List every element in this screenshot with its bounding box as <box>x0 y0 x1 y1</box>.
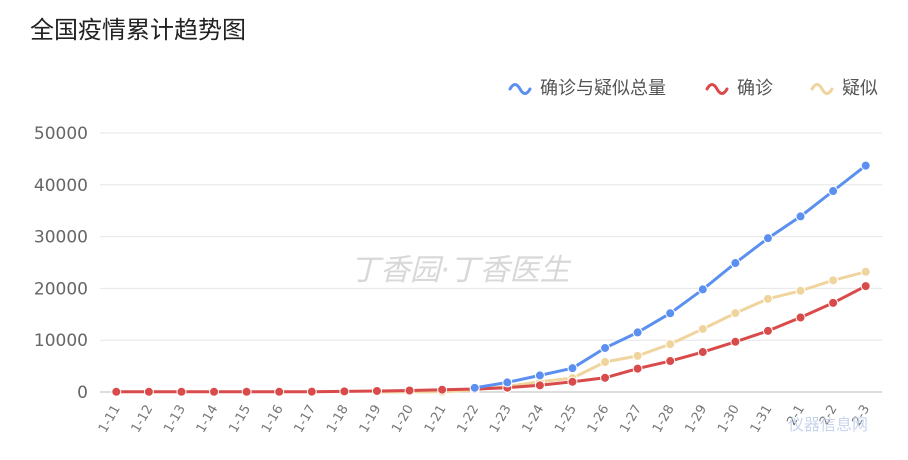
series-line <box>376 270 867 394</box>
y-axis: 0 10000 20000 30000 40000 50000 <box>34 124 88 403</box>
x-tick-label: 1-28 <box>650 403 678 436</box>
data-point <box>143 386 154 397</box>
data-point <box>730 336 741 347</box>
x-tick-label: 1-25 <box>552 403 580 436</box>
x-tick-label: 1-11 <box>96 403 124 436</box>
data-point <box>600 342 611 353</box>
x-tick-label: 1-21 <box>422 403 450 436</box>
x-tick-label: 1-16 <box>259 403 287 436</box>
y-tick-label: 40000 <box>34 176 88 196</box>
data-point <box>632 350 643 361</box>
data-point <box>828 297 839 308</box>
x-tick-label: 1-14 <box>194 403 222 436</box>
data-point <box>665 339 676 350</box>
data-point <box>795 285 806 296</box>
data-point <box>665 308 676 319</box>
data-point <box>828 275 839 286</box>
legend-label: 确诊与疑似总量 <box>540 78 666 99</box>
x-tick-label: 1-20 <box>389 403 417 436</box>
data-point <box>534 370 545 381</box>
watermark: 丁香园·丁香医生 <box>350 253 572 288</box>
legend-label: 确诊 <box>737 78 773 99</box>
data-point <box>469 382 480 393</box>
x-tick-label: 1-31 <box>748 403 776 436</box>
x-axis: 1-11 1-12 1-13 1-14 1-15 1-16 1-17 1-18 1-19 1-20… <box>96 402 873 435</box>
data-point <box>209 386 220 397</box>
legend-swatch <box>705 83 729 95</box>
x-tick-label: 1-29 <box>683 403 711 436</box>
data-point <box>111 386 122 397</box>
x-tick-label: 1-18 <box>324 403 352 436</box>
x-tick-label: 1-19 <box>357 403 385 436</box>
corner-watermark: 仪器信息网 <box>788 415 868 434</box>
data-point <box>762 233 773 244</box>
x-tick-label: 1-26 <box>585 403 613 436</box>
data-point <box>762 293 773 304</box>
data-point <box>795 211 806 222</box>
y-tick-label: 0 <box>77 383 88 403</box>
data-point <box>600 372 611 383</box>
data-point <box>502 377 513 388</box>
data-point <box>306 386 317 397</box>
x-tick-label: 1-13 <box>161 403 189 436</box>
series-line <box>116 284 867 394</box>
series-layer <box>111 160 871 397</box>
legend-label: 疑似 <box>842 78 878 99</box>
y-tick-label: 30000 <box>34 228 88 248</box>
data-point <box>241 386 252 397</box>
watermark-text: 丁香园·丁香医生 <box>350 253 572 288</box>
x-tick-label: 1-17 <box>292 403 320 436</box>
data-point <box>860 266 871 277</box>
data-point <box>567 376 578 387</box>
data-point <box>860 281 871 292</box>
data-point <box>404 385 415 396</box>
data-point <box>437 384 448 395</box>
data-point <box>534 380 545 391</box>
data-point <box>371 385 382 396</box>
y-tick-label: 50000 <box>34 124 88 144</box>
data-point <box>632 363 643 374</box>
data-point <box>274 386 285 397</box>
y-tick-label: 10000 <box>34 331 88 351</box>
data-point <box>697 323 708 334</box>
data-point <box>730 308 741 319</box>
legend-swatch <box>508 83 532 95</box>
data-point <box>665 356 676 367</box>
data-point <box>730 258 741 269</box>
data-point <box>567 363 578 374</box>
chart-title: 全国疫情累计趋势图 <box>30 16 246 44</box>
x-tick-label: 1-23 <box>487 402 515 435</box>
y-tick-label: 20000 <box>34 279 88 299</box>
data-point <box>339 386 350 397</box>
data-point <box>176 386 187 397</box>
data-point <box>600 356 611 367</box>
x-tick-label: 1-12 <box>129 403 157 436</box>
series-0 <box>469 160 871 393</box>
x-tick-label: 1-22 <box>454 403 482 436</box>
data-point <box>697 284 708 295</box>
x-tick-label: 1-30 <box>715 403 743 436</box>
legend: 确诊与疑似总量 确诊 疑似 <box>508 78 878 99</box>
x-tick-label: 1-27 <box>617 403 645 436</box>
legend-swatch <box>810 83 834 95</box>
data-point <box>697 347 708 358</box>
data-point <box>795 312 806 323</box>
data-point <box>860 160 871 171</box>
x-tick-label: 1-15 <box>226 403 254 436</box>
data-point <box>762 325 773 336</box>
x-tick-label: 1-24 <box>520 403 548 436</box>
series-1 <box>111 281 871 397</box>
data-point <box>632 327 643 338</box>
data-point <box>828 186 839 197</box>
